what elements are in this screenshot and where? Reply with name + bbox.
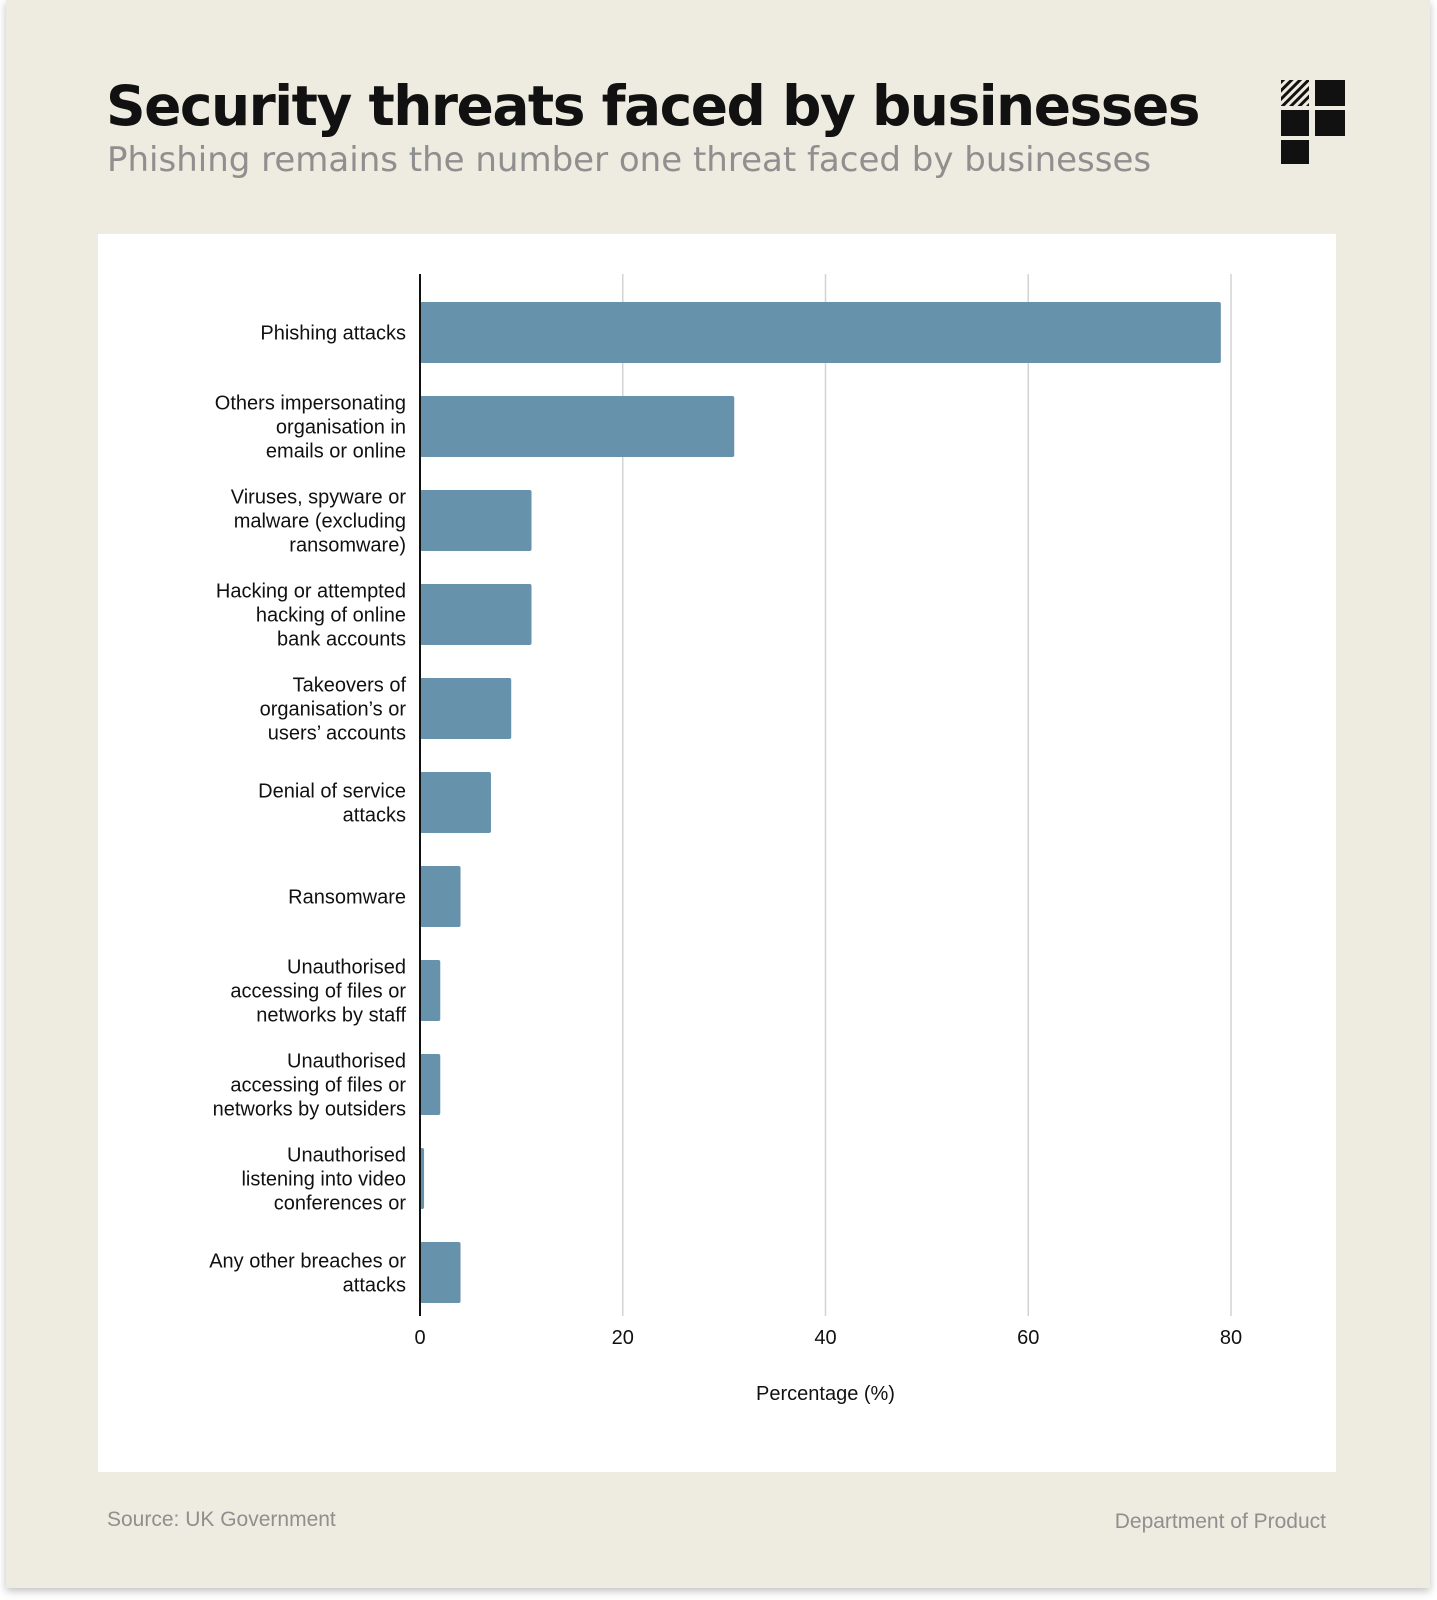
bar — [420, 866, 461, 927]
y-category-label: Unauthorised accessing of files or network… — [230, 957, 406, 1027]
y-category-label-line: Phishing attacks — [260, 323, 406, 345]
y-category-label-line: Denial of service — [258, 781, 406, 803]
y-category-label: Viruses, spyware or malware (excluding ran… — [231, 487, 407, 557]
y-category-label-line: Ransomware — [288, 887, 406, 909]
bar — [420, 1054, 441, 1115]
page-subtitle: Phishing remains the number one threat f… — [107, 140, 1152, 180]
y-category-label-line: attacks — [343, 805, 406, 827]
y-category-label-line: organisation in — [276, 417, 406, 439]
y-category-label: Unauthorised accessing of files or network… — [213, 1051, 407, 1121]
y-category-label: Any other breaches or attacks — [209, 1251, 406, 1297]
bar — [420, 1148, 425, 1209]
bar — [420, 1242, 461, 1303]
x-tick-label: 80 — [1220, 1327, 1242, 1349]
y-category-label-line: conferences or — [274, 1193, 407, 1215]
y-category-label-line: Hacking or attempted — [216, 581, 406, 603]
x-axis-label: Percentage (%) — [756, 1383, 895, 1405]
x-tick-label: 20 — [612, 1327, 634, 1349]
bar — [420, 396, 735, 457]
y-category-label-line: networks by staff — [256, 1005, 406, 1027]
grid-blocks-logo-icon — [1281, 80, 1345, 164]
infographic-card: Security threats faced by businesses Phi… — [6, 0, 1430, 1588]
y-category-label-line: organisation’s or — [260, 699, 407, 721]
brand-name: Department of Product — [1114, 1510, 1326, 1533]
bar — [420, 772, 491, 833]
y-category-label-line: listening into video — [241, 1169, 406, 1191]
y-category-label: Unauthorised listening into video conferen… — [241, 1145, 406, 1215]
y-category-label-line: Any other breaches or — [209, 1251, 406, 1273]
y-category-label-line: malware (excluding — [234, 511, 406, 533]
y-category-label: Denial of service attacks — [258, 781, 406, 827]
y-category-label-line: Others impersonating — [215, 393, 406, 415]
chart-panel: 0 20 40 60 80 Phishing attacks Others imperson… — [98, 234, 1336, 1472]
y-category-label-line: attacks — [343, 1275, 406, 1297]
y-category-label-line: ransomware) — [289, 535, 406, 557]
y-category-label-line: emails or online — [266, 441, 406, 463]
x-tick-label: 40 — [814, 1327, 836, 1349]
y-category-label-line: Viruses, spyware or — [231, 487, 407, 509]
y-category-label: Hacking or attempted hacking of online ban… — [216, 581, 406, 651]
y-category-label: Ransomware — [288, 887, 406, 909]
page-title: Security threats faced by businesses — [106, 74, 1201, 138]
y-category-label-line: hacking of online — [256, 605, 406, 627]
x-tick-label: 60 — [1017, 1327, 1039, 1349]
y-category-label-line: Unauthorised — [287, 1051, 406, 1073]
bar — [420, 490, 532, 551]
y-category-label-line: bank accounts — [277, 629, 406, 651]
y-category-label-line: users’ accounts — [268, 723, 406, 745]
y-category-label-line: accessing of files or — [230, 1075, 406, 1097]
y-category-label-line: Unauthorised — [287, 957, 406, 979]
bar-chart: 0 20 40 60 80 Phishing attacks Others imperson… — [209, 274, 1242, 1405]
source-note: Source: UK Government — [107, 1508, 336, 1531]
y-category-label: Phishing attacks — [260, 323, 406, 345]
y-category-label-line: Unauthorised — [287, 1145, 406, 1167]
y-category-label-line: networks by outsiders — [213, 1099, 406, 1121]
y-category-label-line: accessing of files or — [230, 981, 406, 1003]
bar — [420, 302, 1221, 363]
bar — [420, 960, 441, 1021]
bar — [420, 678, 512, 739]
y-category-label-line: Takeovers of — [293, 675, 407, 697]
y-category-label: Others impersonating organisation in email… — [215, 393, 406, 463]
y-category-label: Takeovers of organisation’s or users’ acco… — [260, 675, 407, 745]
bar — [420, 584, 532, 645]
x-tick-label: 0 — [414, 1327, 425, 1349]
